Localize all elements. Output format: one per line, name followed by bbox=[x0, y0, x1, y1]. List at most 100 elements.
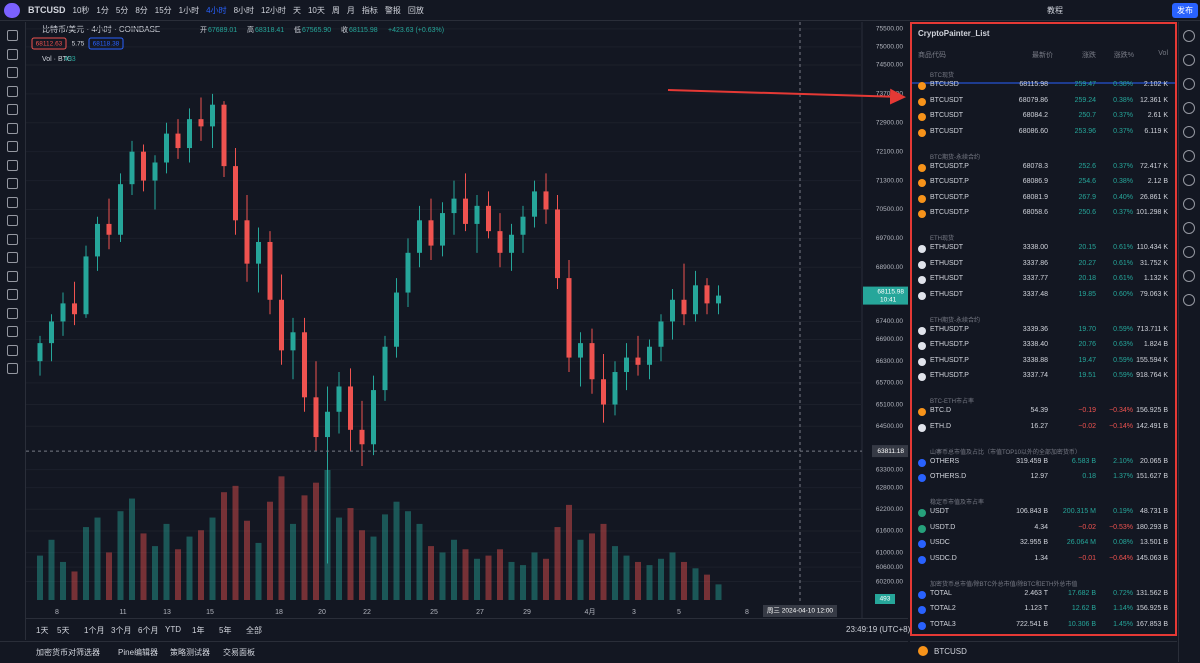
range-button[interactable]: 3个月 bbox=[111, 626, 132, 635]
range-button[interactable]: 1年 bbox=[192, 626, 205, 635]
bottom-tab[interactable]: 交易面板 bbox=[223, 648, 255, 657]
side-icon[interactable] bbox=[1183, 246, 1195, 258]
symbol[interactable]: ETHUSDT bbox=[930, 259, 964, 267]
side-icon[interactable] bbox=[1183, 102, 1195, 114]
volume-bar bbox=[543, 558, 549, 600]
range-button[interactable]: 5天 bbox=[57, 626, 70, 635]
symbol[interactable]: OTHERS bbox=[930, 457, 960, 465]
tool-icon[interactable] bbox=[7, 104, 18, 115]
interval[interactable]: 1小时 bbox=[178, 5, 200, 15]
tool-icon[interactable] bbox=[7, 326, 18, 337]
symbol[interactable]: ETHUSDT.P bbox=[930, 341, 969, 348]
tool-icon[interactable] bbox=[7, 178, 18, 189]
symbol[interactable]: TOTAL bbox=[930, 589, 952, 597]
candle-body bbox=[405, 252, 411, 293]
symbol[interactable]: BTCUSDT.P bbox=[930, 178, 969, 185]
last-price: 3338.40 bbox=[1022, 341, 1048, 348]
volume-bar bbox=[336, 517, 342, 600]
symbol[interactable]: ETHUSDT bbox=[930, 275, 964, 282]
tool-icon[interactable] bbox=[7, 141, 18, 152]
side-icon[interactable] bbox=[1183, 150, 1195, 162]
replay[interactable]: 回放 bbox=[407, 5, 424, 15]
interval[interactable]: 15分 bbox=[154, 5, 172, 15]
side-icon[interactable] bbox=[1183, 54, 1195, 66]
symbol[interactable]: BTCUSDT bbox=[930, 127, 964, 135]
tool-icon[interactable] bbox=[7, 159, 18, 171]
tool-icon[interactable] bbox=[7, 307, 18, 319]
symbol[interactable]: OTHERS.D bbox=[930, 473, 967, 480]
symbol[interactable]: ETH.D bbox=[930, 422, 951, 430]
range-button[interactable]: 全部 bbox=[246, 626, 262, 635]
tool-icon[interactable] bbox=[7, 122, 18, 134]
symbol[interactable]: BTCUSDT bbox=[930, 96, 964, 104]
range-button[interactable]: 1个月 bbox=[84, 626, 105, 635]
tool-icon[interactable] bbox=[7, 215, 18, 226]
symbol[interactable]: BTCUSD bbox=[930, 81, 959, 88]
symbol-icon bbox=[918, 210, 926, 218]
alert[interactable]: 警报 bbox=[384, 5, 401, 15]
interval[interactable]: 5分 bbox=[115, 5, 129, 15]
tool-icon[interactable] bbox=[7, 30, 18, 41]
range-button[interactable]: 5年 bbox=[219, 626, 232, 635]
publish-button[interactable]: 发布 bbox=[1172, 3, 1198, 18]
interval[interactable]: 周 bbox=[331, 5, 340, 15]
symbol[interactable]: USDT bbox=[930, 508, 950, 515]
tool-icon[interactable] bbox=[7, 363, 18, 374]
side-icon[interactable] bbox=[1183, 294, 1195, 306]
interval[interactable]: 10秒 bbox=[72, 5, 90, 15]
symbol[interactable]: USDC bbox=[930, 539, 950, 546]
tool-icon[interactable] bbox=[7, 289, 18, 300]
side-icon[interactable] bbox=[1183, 78, 1195, 90]
tool-icon[interactable] bbox=[7, 85, 18, 97]
range-button[interactable]: YTD bbox=[165, 625, 181, 634]
interval[interactable]: 8分 bbox=[135, 5, 148, 15]
bottom-tab[interactable]: Pine编辑器 bbox=[118, 648, 159, 657]
indicators[interactable]: 指标 bbox=[361, 5, 378, 15]
bottom-tab[interactable]: 加密货币对筛选器 bbox=[36, 648, 100, 657]
symbol[interactable]: TOTAL3 bbox=[930, 620, 956, 628]
interval[interactable]: 10天 bbox=[307, 5, 325, 15]
chart: 比特币/美元 · 4小时 · COINBASE Vol · BTC 493 75… bbox=[26, 22, 908, 618]
symbol[interactable]: TOTAL2 bbox=[930, 605, 956, 612]
bottom-tab[interactable]: 策略测试器 bbox=[170, 648, 210, 657]
symbol[interactable]: ETHUSDT.P bbox=[930, 356, 969, 364]
tutorial[interactable]: 教程 bbox=[1047, 6, 1063, 15]
symbol[interactable]: ETHUSDT bbox=[930, 244, 964, 251]
side-icon[interactable] bbox=[1183, 198, 1195, 210]
side-icon[interactable] bbox=[1183, 174, 1195, 186]
tool-icon[interactable] bbox=[7, 196, 18, 208]
range-button[interactable]: 1天 bbox=[36, 626, 49, 635]
symbol[interactable]: BTC.D bbox=[930, 407, 951, 414]
symbol[interactable]: BTCUSDT.P bbox=[930, 209, 969, 216]
symbol[interactable]: USDC.D bbox=[930, 554, 957, 562]
interval[interactable]: 1分 bbox=[96, 5, 109, 15]
volume-bar bbox=[71, 571, 78, 600]
symbol[interactable]: ETHUSDT.P bbox=[930, 325, 969, 333]
symbol[interactable]: BTCUSD bbox=[28, 5, 66, 15]
interval[interactable]: 8小时 bbox=[233, 5, 255, 15]
avatar[interactable] bbox=[4, 3, 20, 18]
section-header: BTC期货-永续合约 bbox=[930, 154, 980, 161]
tool-icon[interactable] bbox=[7, 252, 18, 263]
side-icon[interactable] bbox=[1183, 30, 1195, 42]
interval[interactable]: 4小时 bbox=[206, 5, 227, 15]
symbol[interactable]: BTCUSDT.P bbox=[930, 162, 969, 170]
range-button[interactable]: 6个月 bbox=[138, 626, 159, 635]
tool-icon[interactable] bbox=[7, 270, 18, 282]
symbol[interactable]: ETHUSDT.P bbox=[930, 372, 969, 379]
interval[interactable]: 12小时 bbox=[261, 5, 286, 15]
symbol[interactable]: BTCUSDT.P bbox=[930, 193, 969, 201]
interval[interactable]: 天 bbox=[292, 5, 301, 15]
symbol[interactable]: USDT.D bbox=[930, 523, 956, 531]
side-icon[interactable] bbox=[1183, 222, 1195, 234]
candle-body bbox=[635, 357, 641, 365]
symbol[interactable]: ETHUSDT bbox=[930, 290, 964, 298]
tool-icon[interactable] bbox=[7, 233, 18, 245]
side-icon[interactable] bbox=[1183, 270, 1195, 282]
symbol[interactable]: BTCUSDT bbox=[930, 112, 964, 119]
interval[interactable]: 月 bbox=[346, 5, 355, 15]
tool-icon[interactable] bbox=[7, 67, 18, 78]
tool-icon[interactable] bbox=[7, 344, 18, 356]
side-icon[interactable] bbox=[1183, 126, 1195, 138]
tool-icon[interactable] bbox=[7, 48, 18, 60]
